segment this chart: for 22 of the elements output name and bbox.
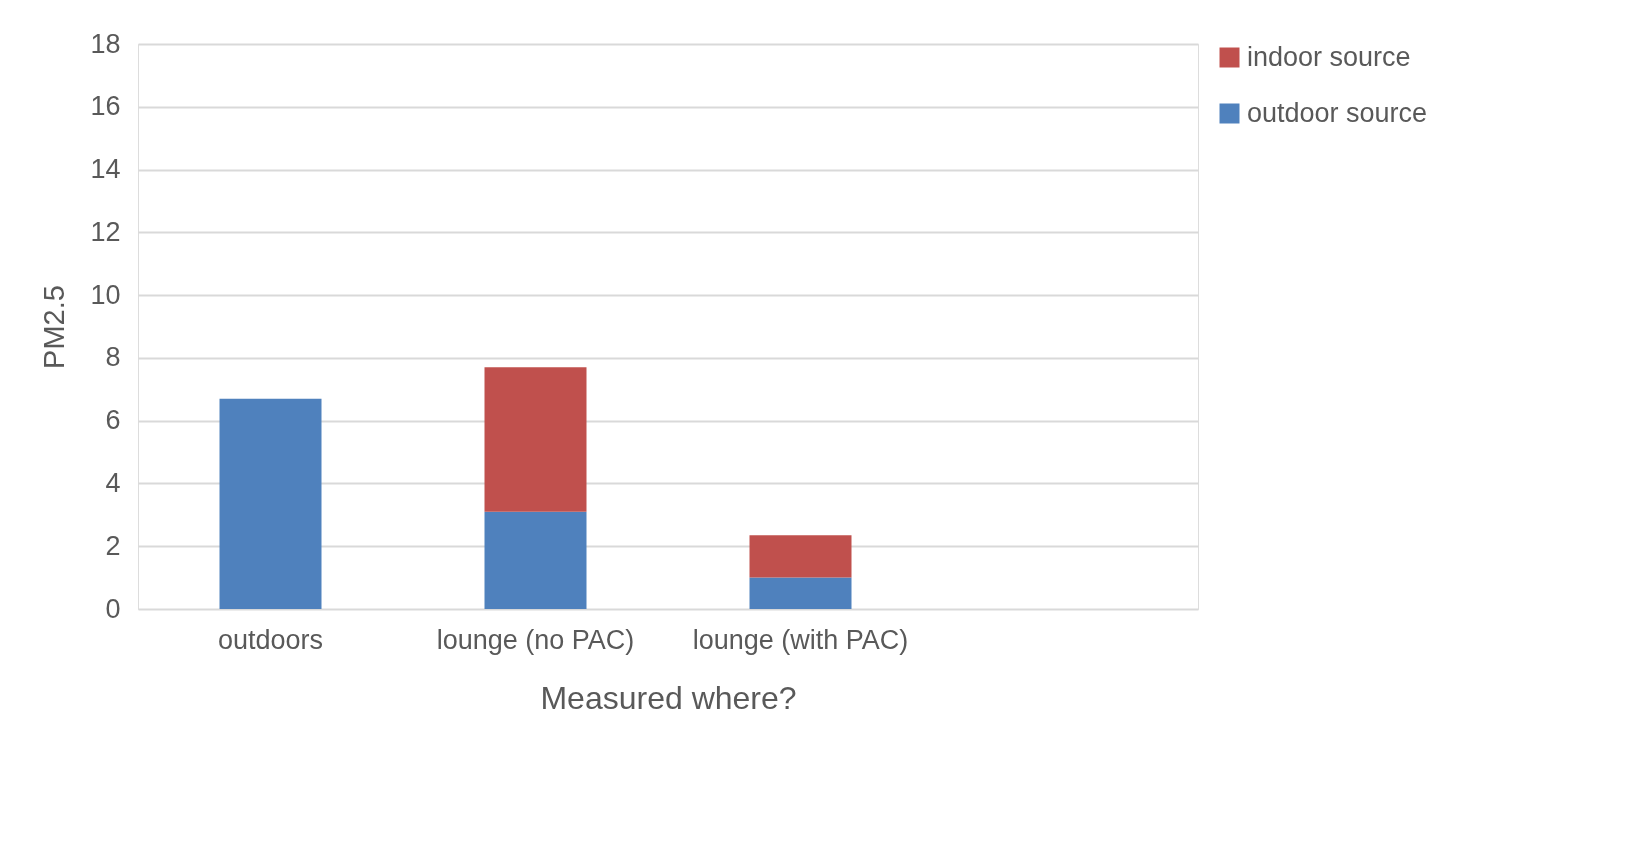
x-axis-title: Measured where? [540, 679, 797, 716]
y-axis-title: PM2.5 [38, 285, 71, 369]
y-tick-label: 14 [90, 154, 121, 185]
x-tick-label: lounge (no PAC) [436, 624, 635, 655]
y-tick-label: 18 [90, 28, 121, 59]
bar [484, 511, 587, 609]
bar [749, 577, 852, 609]
bar [749, 535, 852, 578]
y-tick-label: 12 [90, 216, 121, 247]
y-tick-label: 10 [90, 279, 121, 310]
legend-label: outdoor source [1247, 97, 1428, 128]
y-tick-label: 2 [105, 530, 121, 561]
y-tick-label: 0 [105, 593, 121, 624]
bar [219, 398, 322, 609]
y-tick-label: 6 [105, 405, 121, 436]
y-tick-label: 4 [105, 467, 121, 498]
y-tick-label: 8 [105, 342, 121, 373]
x-tick-label: lounge (with PAC) [692, 624, 909, 655]
bar [484, 367, 587, 512]
legend-label: indoor source [1247, 41, 1411, 72]
x-tick-label: outdoors [217, 624, 324, 655]
y-tick-label: 16 [90, 91, 121, 122]
